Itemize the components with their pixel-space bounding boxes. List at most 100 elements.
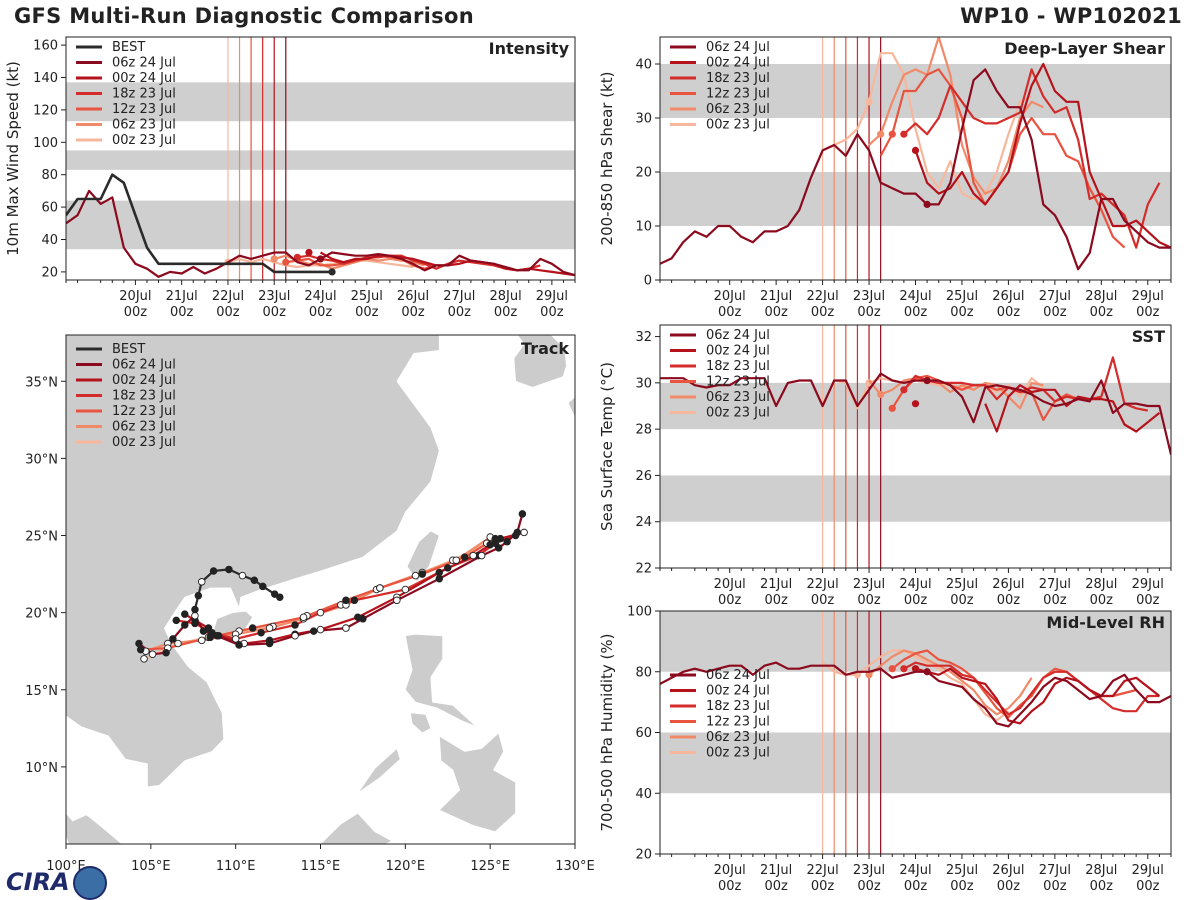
legend-label-18z-23-jul: 18z 23 Jul	[112, 389, 176, 404]
legend-label-06z-23-jul: 06z 23 Jul	[706, 390, 770, 405]
lat-tick-label: 25°N	[25, 530, 58, 545]
x-tick-label-hour: 00z	[857, 593, 881, 608]
track-point-00z-23-jul	[140, 655, 148, 663]
x-tick-label-hour: 00z	[904, 305, 928, 320]
shade-band	[66, 150, 575, 170]
x-tick-label-hour: 00z	[811, 879, 835, 894]
track-point-18z-23-jul	[444, 564, 452, 572]
legend-label-06z-23-jul: 06z 23 Jul	[706, 102, 770, 117]
legend-label-00z-23-jul: 00z 23 Jul	[706, 118, 770, 133]
lon-tick-label: 105°E	[131, 859, 171, 874]
x-tick-label-day: 27Jul	[1039, 863, 1071, 878]
cira-logo: CIRA	[6, 866, 107, 900]
x-tick-label-hour: 00z	[950, 305, 974, 320]
track-point-06z-24-jul	[503, 537, 511, 546]
track-point-06z-23-jul	[197, 636, 206, 645]
track-point-00z-24-jul	[496, 534, 505, 543]
series-group	[660, 649, 1171, 728]
x-tick-label-day: 23Jul	[853, 289, 885, 304]
x-tick-label-day: 24Jul	[899, 863, 931, 878]
legend-label-06z-23-jul: 06z 23 Jul	[706, 730, 770, 745]
legend-label-18z-23-jul: 18z 23 Jul	[706, 699, 770, 714]
land-shape	[357, 747, 401, 794]
shade-band	[660, 732, 1171, 794]
y-tick-label: 20	[41, 265, 58, 280]
y-tick-label: 30	[635, 376, 652, 391]
legend-label-12z-23-jul: 12z 23 Jul	[706, 715, 770, 730]
x-tick-label-hour: 00z	[950, 879, 974, 894]
x-tick-label-day: 24Jul	[304, 289, 336, 304]
y-tick-label: 60	[635, 726, 652, 741]
x-tick-label-day: 22Jul	[212, 289, 244, 304]
x-tick-label-hour: 00z	[1136, 879, 1160, 894]
track-line-best	[193, 568, 281, 610]
series-marker-12z-23-jul	[282, 258, 290, 266]
y-axis-label: 10m Max Wind Speed (kt)	[4, 61, 22, 256]
x-tick-label-hour: 00z	[997, 593, 1021, 608]
y-tick-label: 26	[635, 469, 652, 484]
track-point-06z-24-jul	[135, 639, 143, 648]
track-point-18z-23-jul	[350, 596, 359, 605]
series-line-06z-24-jul	[660, 372, 1171, 455]
legend-label-06z-24-jul: 06z 24 Jul	[706, 40, 770, 55]
lon-tick-label: 130°E	[555, 859, 595, 874]
x-tick-label-hour: 00z	[355, 305, 379, 320]
panel-title: SST	[1132, 327, 1165, 346]
series-line-06z-24-jul	[660, 68, 1171, 271]
series-line-best	[66, 173, 333, 274]
y-tick-label: 60	[41, 201, 58, 216]
track-point-00z-23-jul	[174, 639, 182, 648]
legend-label-18z-23-jul: 18z 23 Jul	[112, 87, 176, 102]
track-point-06z-24-jul	[169, 635, 177, 643]
series-group	[660, 356, 1171, 455]
series-marker-12z-23-jul	[888, 404, 896, 412]
track-point-06z-24-jul	[213, 632, 221, 640]
x-tick-label-day: 28Jul	[1085, 289, 1117, 304]
x-tick-label-hour: 00z	[1090, 879, 1114, 894]
x-tick-label-day: 27Jul	[1039, 577, 1071, 592]
track-point-06z-24-jul	[181, 621, 189, 629]
panel-title: Intensity	[489, 39, 570, 58]
shade-band	[660, 475, 1171, 522]
track-point-12z-23-jul	[460, 553, 469, 561]
track-point-12z-23-jul	[376, 584, 384, 592]
legend-label-00z-23-jul: 00z 23 Jul	[706, 746, 770, 761]
track-point-06z-24-jul	[162, 648, 170, 657]
track-point-06z-24-jul	[518, 510, 527, 518]
track-point-12z-23-jul	[299, 613, 308, 622]
x-tick-label-hour: 00z	[764, 879, 788, 894]
series-marker-00z-24-jul	[911, 400, 920, 408]
legend-label-18z-23-jul: 18z 23 Jul	[706, 71, 770, 86]
legend-label-06z-23-jul: 06z 23 Jul	[112, 420, 176, 435]
x-tick-label-day: 24Jul	[899, 577, 931, 592]
x-tick-label-hour: 00z	[124, 305, 148, 320]
track-point-12z-23-jul	[248, 624, 257, 632]
x-tick-label-day: 21Jul	[760, 289, 792, 304]
lat-tick-label: 35°N	[25, 375, 58, 390]
x-tick-label-hour: 00z	[309, 305, 333, 320]
y-tick-label: 32	[635, 330, 652, 345]
y-axis-label: 700-500 hPa Humidity (%)	[598, 633, 616, 831]
track-point-best	[238, 571, 247, 580]
track-point-18z-23-jul	[291, 621, 299, 629]
series-marker-18z-23-jul	[900, 386, 908, 394]
x-tick-label-hour: 00z	[1043, 593, 1067, 608]
legend-label-06z-23-jul: 06z 23 Jul	[112, 118, 176, 133]
track-point-18z-23-jul	[257, 628, 265, 637]
track-point-06z-23-jul	[452, 556, 460, 564]
series-marker-06z-24-jul	[923, 376, 931, 385]
y-tick-label: 20	[635, 166, 652, 181]
land-shape	[438, 732, 516, 833]
legend-label-06z-24-jul: 06z 24 Jul	[112, 56, 176, 71]
land-shape	[404, 633, 477, 728]
map-group	[66, 335, 575, 844]
x-tick-label-day: 29Jul	[536, 289, 568, 304]
track-point-00z-24-jul	[316, 625, 325, 634]
legend-label-12z-23-jul: 12z 23 Jul	[706, 375, 770, 390]
x-tick-label-hour: 00z	[811, 593, 835, 608]
track-point-06z-24-jul	[477, 551, 486, 560]
x-tick-label-day: 23Jul	[853, 863, 885, 878]
track-point-06z-24-jul	[513, 528, 522, 537]
lat-tick-label: 20°N	[25, 607, 58, 622]
